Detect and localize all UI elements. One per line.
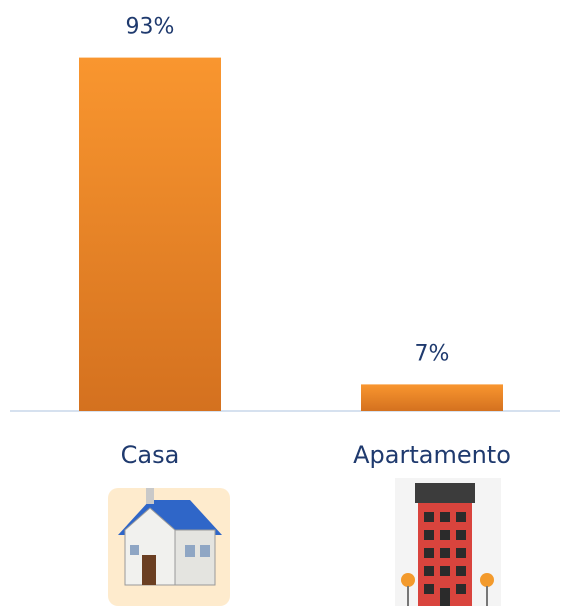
bar	[79, 57, 221, 411]
apartment-icon	[395, 478, 501, 606]
bar	[361, 384, 503, 411]
house-icon	[108, 488, 230, 606]
category-label: Apartamento	[353, 441, 511, 469]
data-label: 93%	[126, 15, 175, 40]
category-label: Casa	[121, 441, 180, 469]
data-label: 7%	[415, 341, 450, 366]
